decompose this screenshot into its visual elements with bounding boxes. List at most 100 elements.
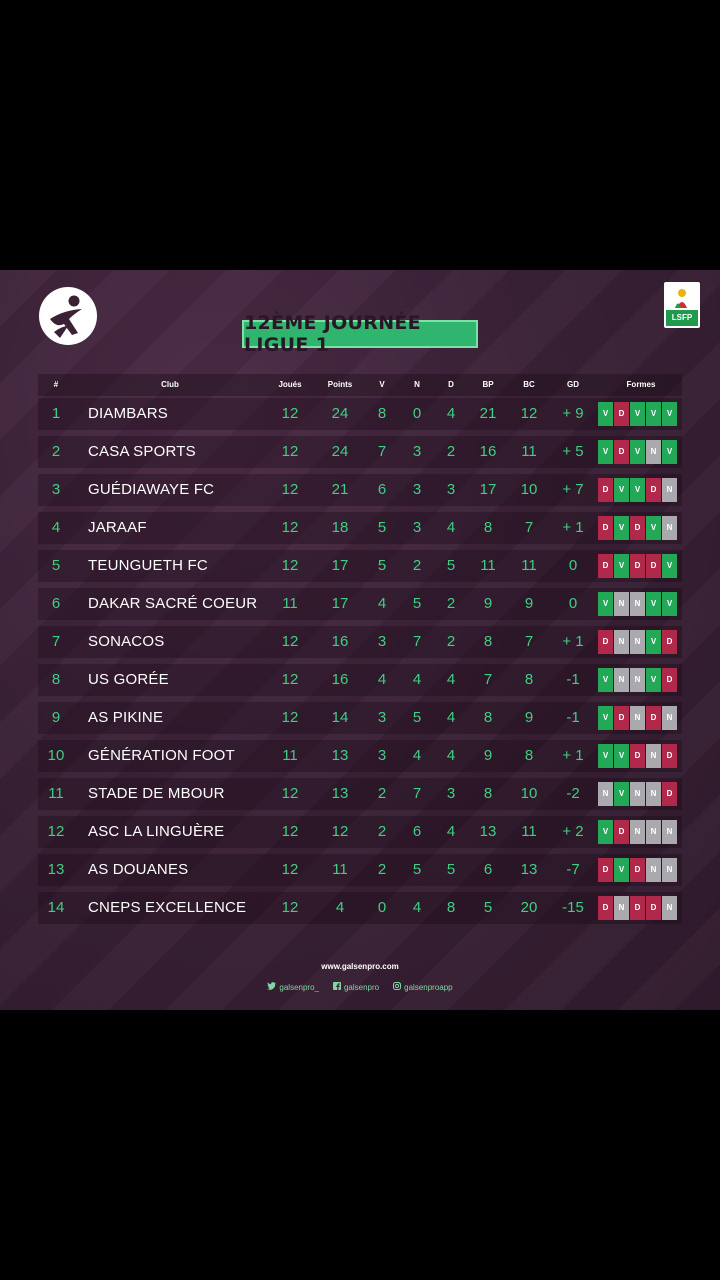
wins: 5	[377, 557, 387, 574]
form-result-badge: N	[662, 516, 677, 540]
draws: 2	[412, 557, 422, 574]
header-rank: #	[53, 380, 59, 389]
goals-for: 5	[483, 899, 493, 916]
twitter-handle: galsenpro_	[267, 982, 319, 992]
form-result-badge: D	[598, 554, 613, 578]
points: 24	[331, 443, 349, 460]
form-result-badge: V	[646, 516, 661, 540]
points: 13	[331, 747, 349, 764]
form-result-badge: D	[662, 630, 677, 654]
instagram-handle-text: galsenproapp	[404, 982, 453, 992]
goal-difference: 0	[568, 557, 578, 574]
points: 21	[331, 481, 349, 498]
club-name: US GORÉE	[88, 671, 169, 688]
header-draws: N	[414, 380, 420, 389]
points: 14	[331, 709, 349, 726]
club-name: AS PIKINE	[88, 709, 164, 726]
footer-url: www.galsenpro.com	[321, 962, 399, 971]
losses: 2	[446, 633, 456, 650]
form-result-badge: V	[598, 592, 613, 616]
wins: 0	[377, 899, 387, 916]
header-goal-difference: GD	[567, 380, 579, 389]
form-result-badge: V	[662, 402, 677, 426]
form-result-badge: V	[614, 744, 629, 768]
page-title: 12ÈME JOURNÉE LIGUE 1	[242, 312, 478, 356]
rank: 12	[47, 823, 65, 840]
table-row: 11 STADE DE MBOUR 12 13 2 7 3 8 10 -2 N V N N D	[38, 778, 682, 810]
facebook-handle: galsenpro	[332, 982, 380, 992]
form-result-badge: D	[646, 478, 661, 502]
goals-against: 9	[524, 709, 534, 726]
goals-for: 11	[480, 557, 496, 574]
rank: 1	[51, 405, 61, 422]
form-result-badge: D	[614, 706, 629, 730]
form-result-badge: N	[630, 630, 645, 654]
form-result-badge: D	[598, 516, 613, 540]
goal-difference: + 1	[562, 519, 584, 536]
facebook-handle-text: galsenpro	[343, 982, 380, 992]
form-result-badge: N	[646, 858, 661, 882]
form-result-badge: N	[646, 744, 661, 768]
draws: 4	[412, 671, 422, 688]
draws: 5	[412, 709, 422, 726]
losses: 2	[446, 443, 456, 460]
draws: 5	[412, 861, 422, 878]
form-result-badge: N	[662, 858, 677, 882]
form-result-badge: D	[630, 554, 645, 578]
form-result-badge: N	[662, 896, 677, 920]
wins: 3	[377, 633, 387, 650]
losses: 8	[446, 899, 456, 916]
club-name: DAKAR SACRÉ COEUR	[88, 595, 258, 612]
form-result-badge: V	[598, 440, 613, 464]
wins: 4	[377, 595, 387, 612]
draws: 7	[412, 785, 422, 802]
rank: 8	[51, 671, 61, 688]
losses: 5	[446, 557, 456, 574]
form-result-badge: V	[614, 478, 629, 502]
header-losses: D	[448, 380, 454, 389]
form-result-badge: V	[614, 782, 629, 806]
points: 18	[331, 519, 349, 536]
played: 12	[281, 481, 299, 498]
goals-against: 11	[521, 443, 537, 460]
losses: 4	[446, 747, 456, 764]
points: 24	[331, 405, 349, 422]
rank: 3	[51, 481, 61, 498]
form-result-badge: V	[614, 858, 629, 882]
form-result-badge: V	[598, 668, 613, 692]
played: 11	[282, 747, 298, 764]
form-result-badge: D	[630, 858, 645, 882]
goal-difference: + 2	[562, 823, 584, 840]
table-row: 13 AS DOUANES 12 11 2 5 5 6 13 -7 D V D N N	[38, 854, 682, 886]
form-result-badge: V	[646, 668, 661, 692]
goals-against: 7	[524, 519, 534, 536]
league-logo-icon: LSFP	[664, 282, 700, 328]
goals-for: 9	[483, 747, 493, 764]
draws: 3	[412, 519, 422, 536]
form-result-badge: D	[598, 630, 613, 654]
goal-difference: + 9	[562, 405, 584, 422]
table-row: 9 AS PIKINE 12 14 3 5 4 8 9 -1 V D N D N	[38, 702, 682, 734]
form-result-badge: V	[614, 516, 629, 540]
rank: 5	[51, 557, 61, 574]
played: 12	[281, 405, 299, 422]
goals-against: 7	[524, 633, 534, 650]
brand-logo-icon	[38, 286, 98, 346]
twitter-icon	[267, 982, 277, 992]
goal-difference: + 5	[562, 443, 584, 460]
wins: 2	[377, 823, 387, 840]
draws: 6	[412, 823, 422, 840]
goals-against: 13	[520, 861, 538, 878]
form-result-badge: N	[662, 706, 677, 730]
goals-for: 21	[479, 405, 497, 422]
table-header: # Club Joués Points V N D BP BC GD Forme…	[38, 374, 682, 396]
form-result-badge: D	[598, 478, 613, 502]
